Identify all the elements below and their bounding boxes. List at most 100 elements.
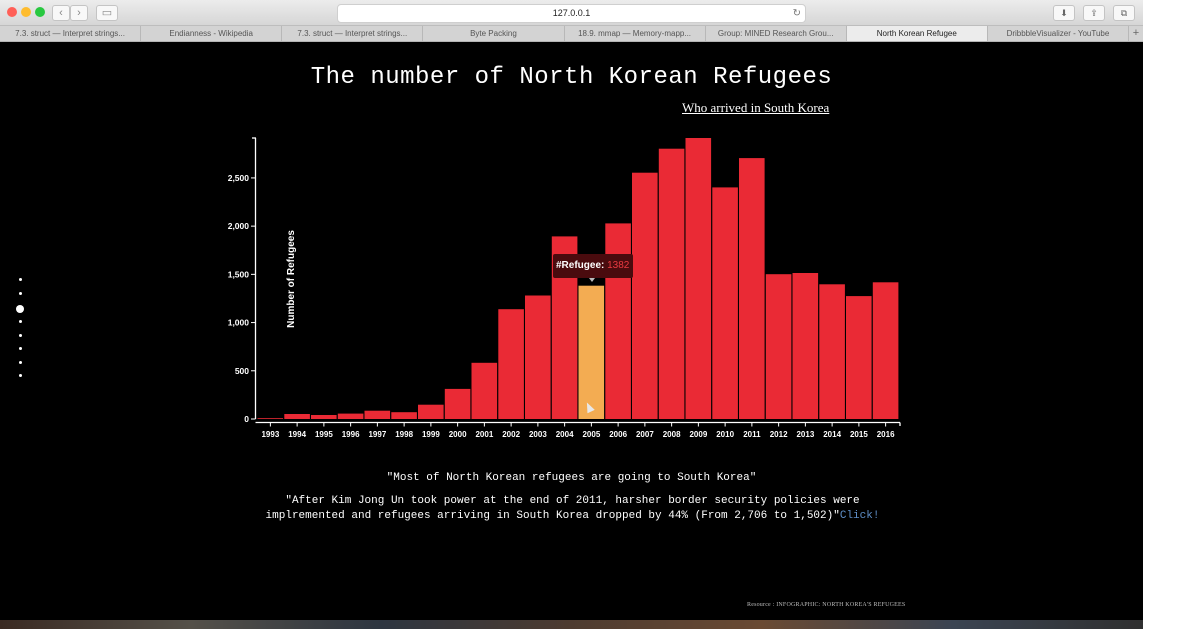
tab[interactable]: Byte Packing xyxy=(423,26,565,41)
quote-text: "Most of North Korean refugees are going… xyxy=(386,472,757,484)
bar-2003[interactable] xyxy=(525,295,551,420)
x-tick-label: 2005 xyxy=(582,430,600,439)
bar-2012[interactable] xyxy=(765,274,792,419)
x-tick-label: 2001 xyxy=(475,430,493,439)
chevron-right-icon: › xyxy=(77,7,81,19)
bar-1994[interactable] xyxy=(284,414,310,419)
section-dot[interactable] xyxy=(18,278,22,281)
url-text: 127.0.0.1 xyxy=(552,8,591,18)
x-tick-label: 2011 xyxy=(743,430,761,439)
x-tick-label: 1997 xyxy=(368,430,386,439)
tab[interactable]: 7.3. struct — Interpret strings... xyxy=(0,26,142,41)
tab-bar: 7.3. struct — Interpret strings... Endia… xyxy=(0,26,1143,42)
x-tick-label: 2007 xyxy=(636,430,654,439)
tooltip-value: 1382 xyxy=(607,260,630,271)
close-window-button[interactable] xyxy=(7,7,17,17)
x-tick-label: 1994 xyxy=(288,430,306,439)
tooltip-label: #Refugee: xyxy=(556,260,608,271)
sidebar-toggle-button[interactable]: ▭ xyxy=(96,5,118,21)
address-bar[interactable]: 127.0.0.1 ↻ xyxy=(337,4,806,23)
quote-text-2: "After Kim Jong Un took power at the end… xyxy=(265,495,860,522)
y-axis-label: Number of Refugees xyxy=(286,230,297,328)
x-tick-label: 1999 xyxy=(422,430,440,439)
tabs-icon: ⧉ xyxy=(1120,8,1128,18)
forward-button[interactable]: › xyxy=(70,5,88,21)
tooltip-arrow-icon xyxy=(589,278,595,282)
x-tick-label: 2004 xyxy=(556,430,574,439)
bar-2002[interactable] xyxy=(498,309,524,419)
x-tick-label: 2016 xyxy=(877,430,895,439)
section-dot[interactable] xyxy=(18,320,22,323)
share-button[interactable]: ⇪ xyxy=(1083,5,1105,21)
section-dot[interactable] xyxy=(18,374,22,377)
bar-tooltip: #Refugee: 1382 xyxy=(553,254,633,278)
bar-1993[interactable] xyxy=(257,418,284,419)
tab[interactable]: 18.9. mmap — Memory-mapp... xyxy=(565,26,706,41)
x-tick-label: 2003 xyxy=(529,430,547,439)
bar-2008[interactable] xyxy=(658,148,685,419)
chevron-left-icon: ‹ xyxy=(59,7,63,19)
bar-2001[interactable] xyxy=(471,362,498,419)
section-dot[interactable] xyxy=(18,360,22,364)
zoom-window-button[interactable] xyxy=(35,7,45,17)
x-tick-label: 2012 xyxy=(770,430,788,439)
x-tick-label: 2015 xyxy=(850,430,868,439)
y-tick-label: 1,500 xyxy=(228,269,250,279)
x-tick-label: 2008 xyxy=(663,430,681,439)
browser-window: ‹ › ▭ 127.0.0.1 ↻ ⬇ ⇪ ⧉ 7.3. struct — In… xyxy=(0,0,1143,629)
y-tick-label: 2,000 xyxy=(228,221,250,231)
bar-2013[interactable] xyxy=(792,273,819,419)
bar-2005[interactable] xyxy=(578,285,605,419)
section-dot[interactable] xyxy=(16,305,24,313)
reload-icon[interactable]: ↻ xyxy=(792,8,801,19)
tab[interactable]: 7.3. struct — Interpret strings... xyxy=(282,26,424,41)
share-icon: ⇪ xyxy=(1090,8,1098,18)
resource-credit: Resource : INFOGRAPHIC: NORTH KOREA'S RE… xyxy=(747,602,906,608)
section-dot-nav xyxy=(14,278,26,388)
x-tick-label: 1995 xyxy=(315,430,333,439)
x-tick-label: 2002 xyxy=(502,430,520,439)
add-tab-button[interactable]: + xyxy=(1132,27,1140,39)
bar-2009[interactable] xyxy=(685,138,712,419)
x-tick-label: 2006 xyxy=(609,430,627,439)
x-tick-label: 2014 xyxy=(823,430,841,439)
x-tick-label: 2010 xyxy=(716,430,734,439)
bar-2007[interactable] xyxy=(632,172,658,419)
bar-1998[interactable] xyxy=(391,412,417,419)
bar-1997[interactable] xyxy=(364,410,391,419)
refugee-bar-chart: 0 500 1,000 1,500 2,000 2,500 1993 1994 1995 1996… xyxy=(228,137,901,439)
bar-1999[interactable] xyxy=(418,404,444,419)
page-subtitle: Who arrived in South Korea xyxy=(682,100,830,115)
section-dot[interactable] xyxy=(18,291,22,295)
minimize-window-button[interactable] xyxy=(21,7,31,17)
browser-toolbar: ‹ › ▭ 127.0.0.1 ↻ ⬇ ⇪ ⧉ xyxy=(0,0,1143,26)
x-tick-label: 2000 xyxy=(449,430,467,439)
y-tick-label: 2,500 xyxy=(228,173,250,183)
bar-2010[interactable] xyxy=(712,187,738,419)
x-tick-label: 1996 xyxy=(342,430,360,439)
x-tick-label: 1998 xyxy=(395,430,413,439)
x-tick-label: 1993 xyxy=(261,430,279,439)
bar-2000[interactable] xyxy=(444,388,471,419)
y-tick-label: 0 xyxy=(244,414,249,424)
bar-1996[interactable] xyxy=(337,413,364,419)
downloads-button[interactable]: ⬇ xyxy=(1053,5,1075,21)
sidebar-icon: ▭ xyxy=(101,7,113,19)
bar-2006[interactable] xyxy=(605,223,631,419)
bar-2011[interactable] xyxy=(739,158,765,419)
tab-active[interactable]: North Korean Refugee xyxy=(846,26,988,41)
bar-2016[interactable] xyxy=(872,282,899,419)
section-dot[interactable] xyxy=(18,347,22,350)
tab[interactable]: Group: MINED Research Grou... xyxy=(706,26,847,41)
tab-overview-button[interactable]: ⧉ xyxy=(1113,5,1135,21)
click-link[interactable]: Click! xyxy=(839,510,880,522)
section-dot[interactable] xyxy=(18,333,22,337)
bar-2015[interactable] xyxy=(846,296,872,419)
bar-1995[interactable] xyxy=(311,415,337,419)
tab[interactable]: Endianness - Wikipedia xyxy=(141,26,283,41)
bar-2014[interactable] xyxy=(819,284,845,419)
background-image-strip xyxy=(0,620,1143,629)
tab[interactable]: DribbbleVisualizer - YouTube xyxy=(988,26,1129,41)
back-button[interactable]: ‹ xyxy=(52,5,70,21)
y-tick-label: 500 xyxy=(235,366,249,376)
